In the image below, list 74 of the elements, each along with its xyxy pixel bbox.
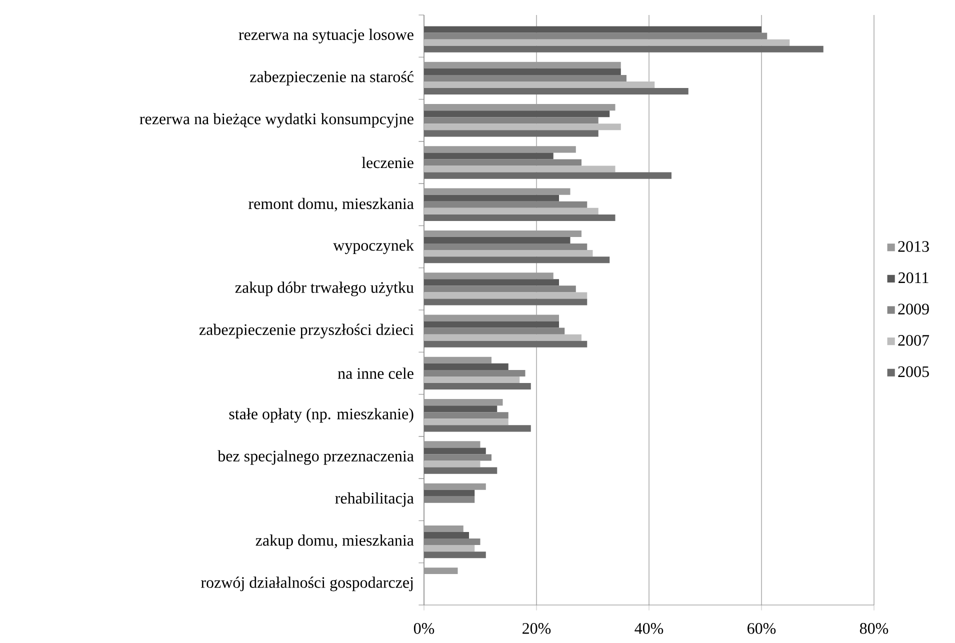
x-tick-label: 80% [860,623,888,634]
bar [424,363,508,370]
bar [424,104,616,111]
y-tick-label: stałe opłaty (np. mieszkanie) [229,408,414,423]
bar [424,340,588,348]
bar [424,545,475,552]
y-tick-label: rezerwa na bieżące wydatki konsumpcyjne [140,113,414,128]
bar [424,208,598,214]
x-tick-label: 60% [748,623,776,634]
bar [424,356,492,364]
bar [424,110,610,118]
bar [424,146,576,153]
y-tick-label: bez specjalnego przeznaczenia [218,450,414,465]
bar [424,39,790,46]
bar [424,298,588,306]
bar [424,26,762,33]
bar [424,460,480,468]
bar [424,68,621,75]
x-tick-label: 40% [634,623,664,634]
bar [424,62,621,68]
y-tick-label: zabezpieczenie przyszłości dzieci [199,324,414,338]
bar [424,418,508,426]
bar [424,214,616,221]
bar [424,532,470,539]
y-tick-label: zabezpieczenie na starość [250,70,414,86]
bar [424,490,475,496]
y-tick-label: rehabilitacja [335,492,414,507]
y-tick-label: leczenie [362,156,414,168]
bar [424,568,458,574]
bar [424,81,655,88]
bar [424,292,588,299]
legend-label: 2005 [898,366,929,378]
bar [424,321,560,328]
bar [424,236,570,244]
bar [424,376,520,384]
x-tick-label: 20% [522,623,551,634]
bar [424,130,598,137]
legend-label: 2009 [898,304,929,314]
bar [424,46,824,52]
bar [424,172,672,179]
bar [424,525,464,532]
y-tick-label: wypoczynek [333,240,414,254]
bar [424,152,554,160]
bar [424,483,486,490]
bar [424,166,616,172]
bar [424,279,560,286]
y-tick-label: na inne cele [338,368,414,379]
bar [424,448,486,454]
bar [424,250,593,257]
y-tick-label: zakup domu, mieszkania [256,534,414,550]
y-tick-label: rezerwa na sytuacje losowe [238,28,414,44]
bar [424,272,554,280]
bar [424,552,486,558]
bar [424,88,688,95]
bar [424,383,531,390]
bar [424,314,560,322]
x-tick-label: 0% [414,623,434,634]
y-tick-label: remont domu, mieszkania [248,198,414,212]
bar [424,256,610,264]
legend-label: 2007 [898,334,930,346]
bar [424,406,498,412]
y-tick-label: rozwój działalności gospodarczej [201,576,413,592]
legend-label: 2011 [898,272,928,284]
bar [424,334,582,341]
bar [424,425,531,432]
bar [424,441,480,448]
bar [424,194,560,202]
bar [424,124,621,130]
bar [424,188,570,195]
legend-label: 2013 [898,241,929,252]
bar [424,467,498,474]
y-tick-label: zakup dóbr trwałego użytku [235,282,414,296]
bar [424,399,503,406]
bar [424,230,582,237]
